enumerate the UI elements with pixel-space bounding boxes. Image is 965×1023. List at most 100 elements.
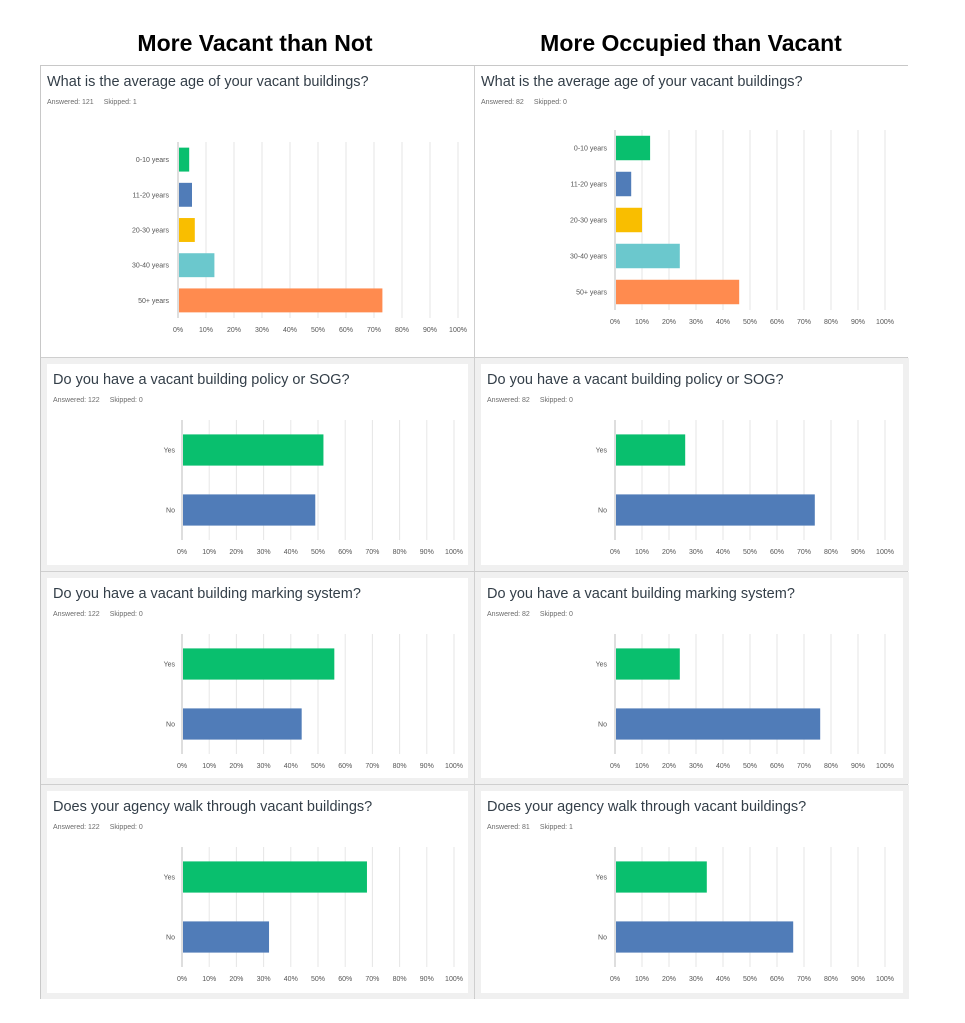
x-tick-label: 70% xyxy=(365,549,379,556)
category-label: Yes xyxy=(164,662,176,669)
skipped-count: Skipped: 1 xyxy=(103,99,137,106)
bar-yes xyxy=(616,434,686,466)
x-tick-label: 40% xyxy=(716,976,730,983)
x-tick-label: 50% xyxy=(311,327,325,334)
bar-11-20-years xyxy=(179,182,192,207)
answered-count: Answered: 122 xyxy=(53,397,100,404)
x-tick-label: 40% xyxy=(284,549,298,556)
survey-panel-card: Do you have a vacant building marking sy… xyxy=(47,578,468,778)
answered-count: Answered: 82 xyxy=(487,611,530,618)
category-label: Yes xyxy=(596,448,608,455)
x-tick-label: 50% xyxy=(311,976,325,983)
x-tick-label: 70% xyxy=(367,327,381,334)
response-counts: Answered: 82 Skipped: 0 xyxy=(487,611,583,618)
category-label: No xyxy=(598,935,607,942)
bar-20-30-years xyxy=(616,207,642,233)
x-tick-label: 70% xyxy=(797,763,811,770)
x-tick-label: 0% xyxy=(610,763,620,770)
survey-panel-card: Does your agency walk through vacant bui… xyxy=(481,791,903,993)
x-tick-label: 50% xyxy=(743,549,757,556)
x-tick-label: 70% xyxy=(365,763,379,770)
column-header-more-occupied: More Occupied than Vacant xyxy=(540,30,842,56)
x-tick-label: 10% xyxy=(202,976,216,983)
x-tick-label: 80% xyxy=(824,976,838,983)
answered-count: Answered: 122 xyxy=(53,824,100,831)
x-tick-label: 20% xyxy=(662,763,676,770)
x-tick-label: 0% xyxy=(610,549,620,556)
column-header-more-vacant: More Vacant than Not xyxy=(137,30,373,56)
x-tick-label: 80% xyxy=(824,319,838,326)
x-tick-label: 50% xyxy=(743,319,757,326)
question-title: Does your agency walk through vacant bui… xyxy=(53,799,373,815)
x-tick-label: 60% xyxy=(339,327,353,334)
x-tick-label: 90% xyxy=(420,763,434,770)
x-tick-label: 0% xyxy=(610,319,620,326)
x-tick-label: 0% xyxy=(177,763,187,770)
x-tick-label: 20% xyxy=(227,327,241,334)
response-counts: Answered: 122 Skipped: 0 xyxy=(53,397,153,404)
x-tick-label: 90% xyxy=(851,763,865,770)
x-tick-label: 70% xyxy=(365,976,379,983)
bar-yes xyxy=(183,648,335,680)
bar-yes xyxy=(616,648,680,680)
answered-count: Answered: 82 xyxy=(481,99,524,106)
response-counts: Answered: 122 Skipped: 0 xyxy=(53,611,153,618)
x-tick-label: 50% xyxy=(743,763,757,770)
grid-divider-horizontal xyxy=(41,571,907,572)
survey-panel-card: Do you have a vacant building marking sy… xyxy=(481,578,903,778)
survey-panel: What is the average age of your vacant b… xyxy=(41,66,474,357)
category-label: No xyxy=(166,935,175,942)
x-tick-label: 20% xyxy=(229,976,243,983)
bar-no xyxy=(616,494,815,526)
category-label: 50+ years xyxy=(576,290,607,297)
survey-panel-card: What is the average age of your vacant b… xyxy=(41,66,474,357)
x-tick-label: 100% xyxy=(876,763,894,770)
skipped-count: Skipped: 0 xyxy=(539,397,573,404)
answered-count: Answered: 81 xyxy=(487,824,530,831)
x-tick-label: 20% xyxy=(229,763,243,770)
x-tick-label: 20% xyxy=(662,549,676,556)
x-tick-label: 30% xyxy=(257,763,271,770)
x-tick-label: 0% xyxy=(610,976,620,983)
skipped-count: Skipped: 0 xyxy=(533,99,567,106)
category-label: 20-30 years xyxy=(570,218,607,225)
x-tick-label: 0% xyxy=(173,327,183,334)
bar-0-10-years xyxy=(616,135,651,161)
bar-chart: 0% 10% 20% 30% 40% 50% 60% 70% 80% 90% 100% Yes No xyxy=(596,420,894,556)
category-label: Yes xyxy=(164,875,176,882)
x-tick-label: 50% xyxy=(311,763,325,770)
x-tick-label: 40% xyxy=(716,549,730,556)
x-tick-label: 100% xyxy=(876,319,894,326)
bar-50-years xyxy=(179,288,383,313)
answered-count: Answered: 122 xyxy=(53,611,100,618)
x-tick-label: 90% xyxy=(423,327,437,334)
survey-panel-card: Does your agency walk through vacant bui… xyxy=(47,791,468,993)
category-label: 30-40 years xyxy=(570,254,607,261)
bar-no xyxy=(616,921,794,953)
survey-panel: Do you have a vacant building policy or … xyxy=(41,358,474,571)
bar-20-30-years xyxy=(179,218,195,242)
category-label: Yes xyxy=(596,662,608,669)
x-tick-label: 60% xyxy=(770,319,784,326)
x-tick-label: 50% xyxy=(743,976,757,983)
bar-chart: 0% 10% 20% 30% 40% 50% 60% 70% 80% 90% 100% Yes No xyxy=(596,847,894,983)
question-title: Do you have a vacant building marking sy… xyxy=(487,586,795,602)
category-label: Yes xyxy=(596,875,608,882)
x-tick-label: 20% xyxy=(662,976,676,983)
bar-11-20-years xyxy=(616,171,632,197)
survey-panel: Do you have a vacant building marking sy… xyxy=(41,572,474,784)
x-tick-label: 90% xyxy=(851,549,865,556)
x-tick-label: 60% xyxy=(338,763,352,770)
x-tick-label: 10% xyxy=(635,763,649,770)
x-tick-label: 80% xyxy=(393,976,407,983)
survey-panel: Does your agency walk through vacant bui… xyxy=(41,785,474,999)
x-tick-label: 80% xyxy=(824,763,838,770)
bar-50-years xyxy=(616,279,740,305)
x-tick-label: 60% xyxy=(770,976,784,983)
bar-chart: 0% 10% 20% 30% 40% 50% 60% 70% 80% 90% 100% Yes No xyxy=(164,847,463,983)
x-tick-label: 40% xyxy=(284,763,298,770)
x-tick-label: 60% xyxy=(770,763,784,770)
x-tick-label: 70% xyxy=(797,976,811,983)
response-counts: Answered: 82 Skipped: 0 xyxy=(487,397,583,404)
x-tick-label: 40% xyxy=(716,763,730,770)
